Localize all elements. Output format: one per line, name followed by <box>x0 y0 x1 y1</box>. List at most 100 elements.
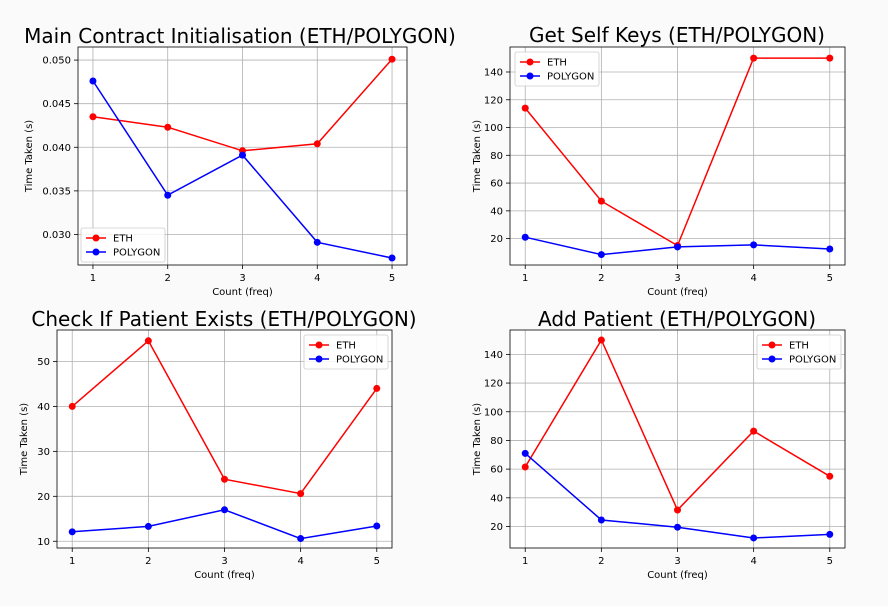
x-tick-label: 1 <box>522 273 528 284</box>
data-point-eth <box>68 402 76 410</box>
y-tick-label: 0.030 <box>42 230 71 241</box>
data-point-polygon <box>297 535 305 543</box>
x-tick-label: 1 <box>90 273 96 284</box>
data-point-polygon <box>388 254 396 262</box>
y-tick-label: 80 <box>490 436 503 447</box>
data-point-polygon <box>521 233 529 241</box>
data-point-polygon <box>674 523 681 531</box>
data-point-eth <box>750 427 758 435</box>
data-point-polygon <box>373 522 381 530</box>
x-tick-label: 4 <box>314 273 320 284</box>
x-axis-label: Count (freq) <box>212 287 273 298</box>
data-point-polygon <box>597 251 605 259</box>
legend-box <box>756 334 842 370</box>
chart-title: Get Self Keys (ETH/POLYGON) <box>529 23 825 47</box>
y-axis-label: Time Taken (s) <box>472 403 483 476</box>
data-point-polygon <box>826 530 834 538</box>
data-point-polygon <box>674 243 681 251</box>
legend-label-eth: ETH <box>789 341 809 352</box>
data-point-eth <box>750 54 758 62</box>
subplot-4: 1 2 3 4 5 20 40 60 80 100 120 140 Count (freq) Time T… <box>472 307 846 581</box>
y-tick-label: 80 <box>490 151 503 162</box>
data-point-polygon <box>221 506 228 514</box>
legend-marker-polygon <box>526 72 534 80</box>
data-point-polygon <box>521 449 529 457</box>
data-point-polygon <box>313 238 321 246</box>
data-point-eth <box>313 140 321 148</box>
legend-marker-eth <box>768 341 776 349</box>
legend: ETH POLYGON <box>514 51 600 87</box>
legend-label-eth: ETH <box>336 341 356 352</box>
data-point-polygon <box>750 534 758 542</box>
y-tick-label: 20 <box>490 522 503 533</box>
chart-title: Check If Patient Exists (ETH/POLYGON) <box>31 307 416 331</box>
x-tick-label: 4 <box>750 556 756 567</box>
data-point-eth <box>164 123 172 131</box>
y-tick-label: 0.035 <box>42 186 71 197</box>
data-point-polygon <box>89 77 97 85</box>
data-point-polygon <box>750 241 758 249</box>
x-tick-label: 1 <box>69 556 75 567</box>
x-tick-label: 4 <box>297 556 303 567</box>
y-tick-label: 10 <box>37 537 50 548</box>
y-tick-label: 140 <box>484 350 503 361</box>
y-tick-label: 40 <box>490 206 503 217</box>
y-axis-label: Time Taken (s) <box>19 403 30 476</box>
data-point-polygon <box>826 245 834 253</box>
data-point-polygon <box>68 528 76 536</box>
legend-marker-polygon <box>92 248 100 256</box>
x-tick-label: 5 <box>389 273 395 284</box>
legend-label-polygon: POLYGON <box>789 355 836 366</box>
data-point-eth <box>597 197 605 205</box>
data-point-eth <box>297 490 305 498</box>
legend-marker-eth <box>92 234 100 242</box>
data-point-eth <box>221 475 228 483</box>
legend-box <box>514 51 600 87</box>
legend: ETH POLYGON <box>80 227 166 263</box>
legend-label-eth: ETH <box>547 58 567 69</box>
x-tick-label: 3 <box>674 556 680 567</box>
legend-marker-polygon <box>315 355 323 363</box>
data-point-eth <box>89 113 97 121</box>
y-tick-label: 120 <box>484 379 503 390</box>
subplot-1: 1 2 3 4 5 0.030 0.035 0.040 0.045 0.050 Count (fre… <box>24 24 456 298</box>
y-tick-label: 40 <box>490 493 503 504</box>
y-tick-label: 0.045 <box>42 99 71 110</box>
data-point-eth <box>373 384 381 392</box>
y-tick-label: 140 <box>484 67 503 78</box>
y-tick-label: 50 <box>37 357 50 368</box>
x-tick-label: 1 <box>522 556 528 567</box>
subplot-2: 1 2 3 4 5 20 40 60 80 100 120 140 Count (freq) Time T… <box>472 23 846 298</box>
data-point-polygon <box>144 522 152 530</box>
chart-title: Main Contract Initialisation (ETH/POLYGO… <box>24 24 456 48</box>
x-axis-label: Count (freq) <box>647 570 708 581</box>
legend-marker-eth <box>526 58 534 66</box>
data-point-eth <box>521 463 529 471</box>
y-tick-label: 100 <box>484 123 503 134</box>
x-axis-label: Count (freq) <box>647 287 708 298</box>
legend-box <box>303 334 389 370</box>
y-tick-label: 40 <box>37 402 50 413</box>
legend: ETH POLYGON <box>303 334 389 370</box>
data-point-eth <box>826 54 834 62</box>
y-tick-label: 20 <box>490 234 503 245</box>
legend-marker-polygon <box>768 355 776 363</box>
y-tick-label: 100 <box>484 407 503 418</box>
y-tick-label: 20 <box>37 492 50 503</box>
legend: ETH POLYGON <box>756 334 842 370</box>
y-tick-label: 30 <box>37 447 50 458</box>
y-tick-label: 0.050 <box>42 56 71 67</box>
y-tick-label: 60 <box>490 465 503 476</box>
x-tick-label: 5 <box>374 556 380 567</box>
x-tick-label: 5 <box>827 273 833 284</box>
legend-box <box>80 227 166 263</box>
data-point-eth <box>674 506 681 514</box>
legend-label-eth: ETH <box>113 234 133 245</box>
x-tick-label: 3 <box>239 273 245 284</box>
data-point-eth <box>826 472 834 480</box>
x-tick-label: 3 <box>221 556 227 567</box>
x-axis-label: Count (freq) <box>194 570 255 581</box>
legend-marker-eth <box>315 341 323 349</box>
legend-label-polygon: POLYGON <box>547 72 594 83</box>
